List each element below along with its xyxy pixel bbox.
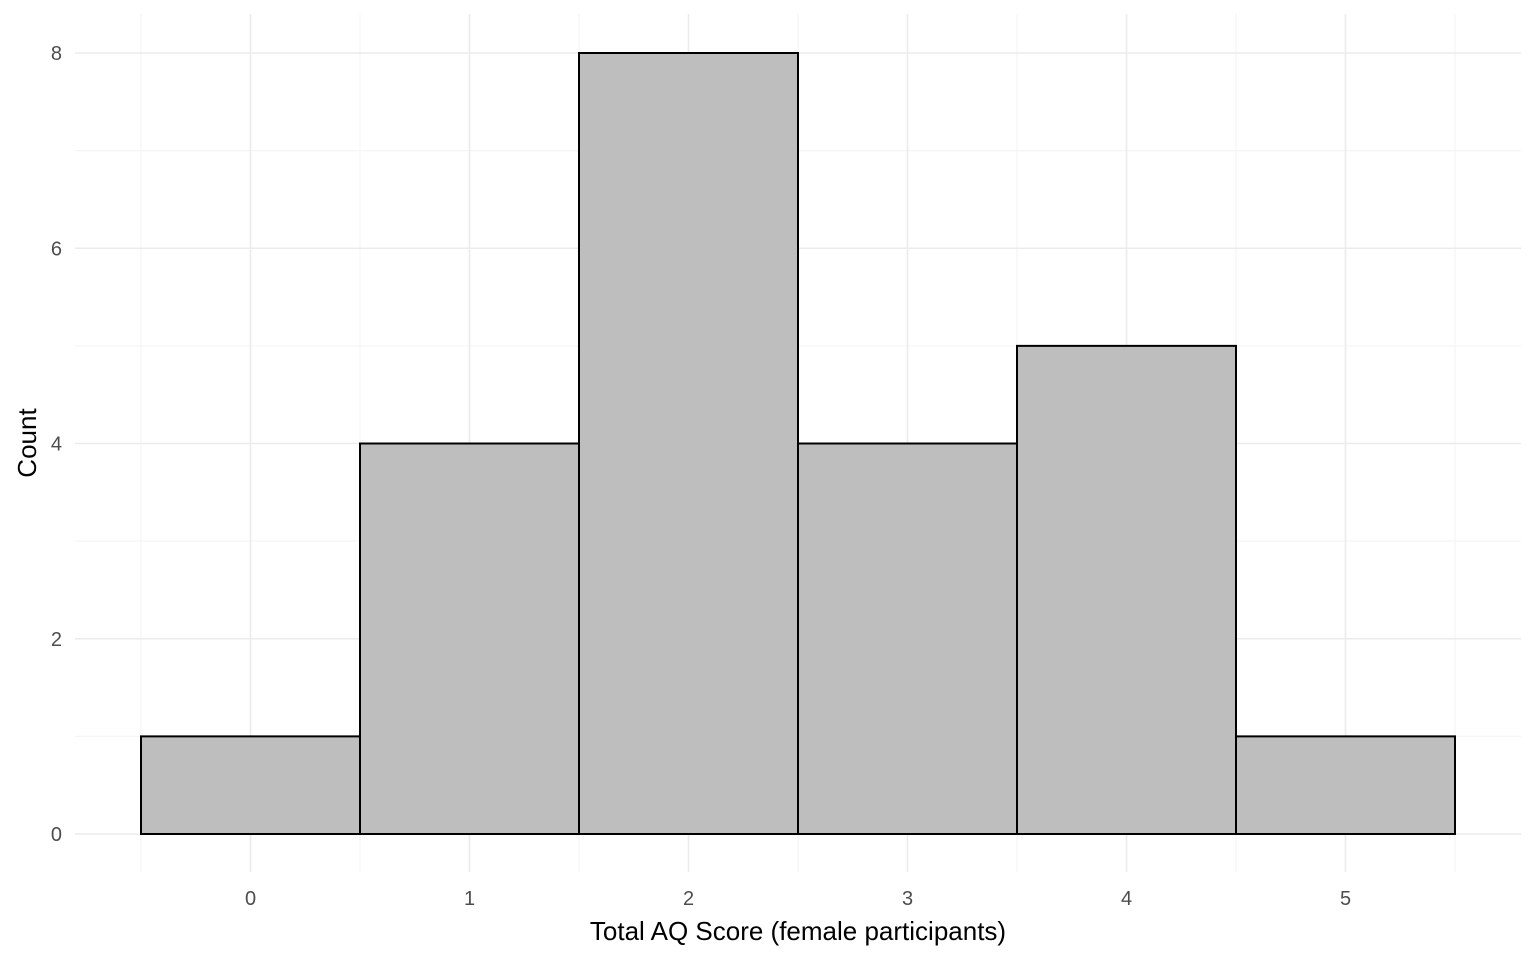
x-tick-label: 1	[464, 888, 475, 910]
bars	[140, 52, 1456, 835]
x-axis-ticks: 0 1 2 3 4 5	[245, 888, 1351, 910]
x-tick-label: 3	[902, 888, 913, 910]
histogram-bar	[797, 442, 1018, 835]
y-tick-label: 4	[51, 434, 62, 456]
histogram-bar	[140, 735, 361, 835]
histogram-bar	[1016, 344, 1237, 835]
x-tick-label: 4	[1121, 888, 1132, 910]
x-axis-title: Total AQ Score (female participants)	[590, 916, 1006, 946]
x-tick-label: 0	[245, 888, 256, 910]
x-tick-label: 2	[683, 888, 694, 910]
y-tick-label: 0	[51, 824, 62, 846]
y-tick-label: 6	[51, 238, 62, 260]
y-tick-label: 2	[51, 629, 62, 651]
y-tick-label: 8	[51, 43, 62, 65]
x-tick-label: 5	[1340, 888, 1351, 910]
y-axis-ticks: 0 2 4 6 8	[51, 43, 62, 846]
y-axis-title: Count	[12, 408, 42, 478]
histogram-bar	[578, 52, 799, 835]
histogram-bar	[359, 442, 580, 835]
histogram-bar	[1235, 735, 1456, 835]
